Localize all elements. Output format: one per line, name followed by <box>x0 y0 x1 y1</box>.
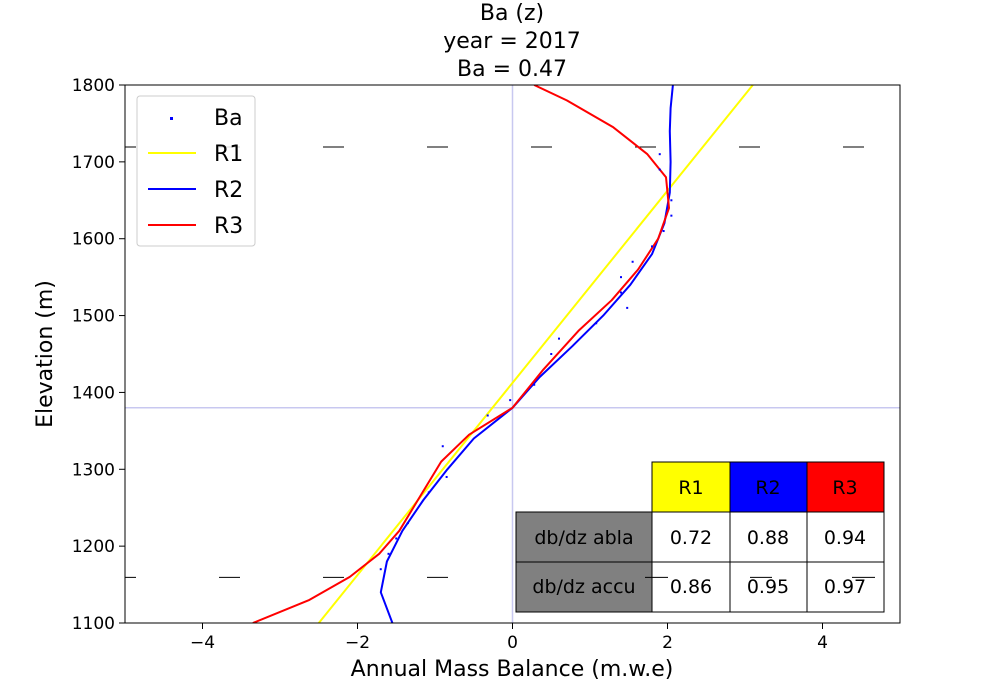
table-header-r2 <box>729 461 808 513</box>
title-line-3: Ba = 0.47 <box>457 57 567 82</box>
table-header-r1-label: R1 <box>678 477 703 499</box>
gradient-table: R1 R2 R3 db/dz abla db/dz accu 0.72 0.88… <box>515 461 885 613</box>
legend-frame <box>136 95 256 247</box>
title-line-1: Ba (z) <box>480 1 544 26</box>
x-axis: −4 −2 0 2 4 <box>190 623 828 653</box>
data-point-ba <box>558 337 560 340</box>
legend-item-r3: R3 <box>148 214 243 239</box>
data-point-ba <box>620 291 622 294</box>
data-point-ba <box>387 552 390 555</box>
table-cell <box>806 561 885 613</box>
legend-marker-ba <box>170 117 173 120</box>
legend-item-ba: Ba <box>170 106 243 131</box>
series-line-r3 <box>252 85 670 623</box>
data-point-ba <box>486 414 489 417</box>
y-tick-label: 1600 <box>72 230 115 250</box>
table-row-label-accu: db/dz accu <box>532 576 635 598</box>
y-tick-label: 1300 <box>72 460 115 480</box>
legend-item-r2: R2 <box>148 178 243 203</box>
data-point-ba <box>662 230 665 233</box>
table-row-label-abla: db/dz abla <box>534 527 633 549</box>
table-cell <box>651 561 731 613</box>
table-value-abla-r1: 0.72 <box>670 527 712 549</box>
data-point-ba <box>550 353 553 355</box>
table-cell <box>651 511 731 563</box>
table-value-abla-r3: 0.94 <box>824 527 866 549</box>
data-point-ba <box>670 199 673 202</box>
data-point-ba <box>441 445 444 448</box>
data-point-ba <box>620 276 622 279</box>
data-point-ba <box>427 491 430 494</box>
series-lines <box>252 85 754 623</box>
y-axis-label: Elevation (m) <box>33 280 58 428</box>
table-header-r1 <box>651 461 731 513</box>
table-header-r3-label: R3 <box>832 477 857 499</box>
y-tick-label: 1800 <box>72 76 115 96</box>
data-point-ba <box>670 214 673 217</box>
table-row-header-abla <box>515 511 653 563</box>
series-points <box>379 153 673 571</box>
legend-item-r1: R1 <box>148 142 243 167</box>
table-value-accu-r1: 0.86 <box>670 576 712 598</box>
table-row-header-accu <box>515 561 653 613</box>
legend-label-r2: R2 <box>214 178 243 203</box>
y-axis: 1100 1200 1300 1400 1500 1600 1700 1800 <box>72 76 125 634</box>
table-cell <box>729 511 808 563</box>
y-tick-label: 1400 <box>72 383 115 403</box>
x-tick-label: −4 <box>190 633 215 653</box>
table-cell <box>806 511 885 563</box>
table-value-abla-r2: 0.88 <box>747 527 789 549</box>
series-line-r2 <box>379 85 674 623</box>
x-tick-label: 4 <box>817 633 828 653</box>
x-tick-label: −2 <box>345 633 370 653</box>
data-point-ba <box>445 475 448 478</box>
x-tick-label: 0 <box>507 633 518 653</box>
y-tick-label: 1200 <box>72 537 115 557</box>
legend-label-r1: R1 <box>214 142 243 167</box>
data-point-ba <box>533 383 536 386</box>
data-point-ba <box>651 245 653 248</box>
data-point-ba <box>658 153 661 156</box>
table-value-accu-r3: 0.97 <box>824 576 866 598</box>
series-line-r1 <box>318 85 754 623</box>
data-point-ba <box>595 322 598 325</box>
data-point-ba <box>379 568 382 571</box>
legend: Ba R1 R2 R3 <box>136 95 256 247</box>
data-point-ba <box>626 306 629 309</box>
x-axis-label: Annual Mass Balance (m.w.e) <box>351 657 674 682</box>
legend-label-r3: R3 <box>214 214 243 239</box>
table-header-r2-label: R2 <box>755 477 780 499</box>
chart-title: Ba (z) year = 2017 Ba = 0.47 <box>443 1 581 82</box>
data-point-ba <box>658 168 661 171</box>
data-point-ba <box>406 522 409 525</box>
y-tick-label: 1700 <box>72 153 115 173</box>
legend-label-ba: Ba <box>214 106 243 131</box>
title-line-2: year = 2017 <box>443 29 581 54</box>
x-tick-label: 2 <box>662 633 673 653</box>
y-tick-label: 1500 <box>72 307 115 327</box>
table-value-accu-r2: 0.95 <box>747 576 789 598</box>
table-cell <box>729 561 808 613</box>
data-point-ba <box>395 537 398 540</box>
data-point-ba <box>631 260 634 263</box>
y-tick-label: 1100 <box>72 614 115 634</box>
data-point-ba <box>509 399 512 402</box>
